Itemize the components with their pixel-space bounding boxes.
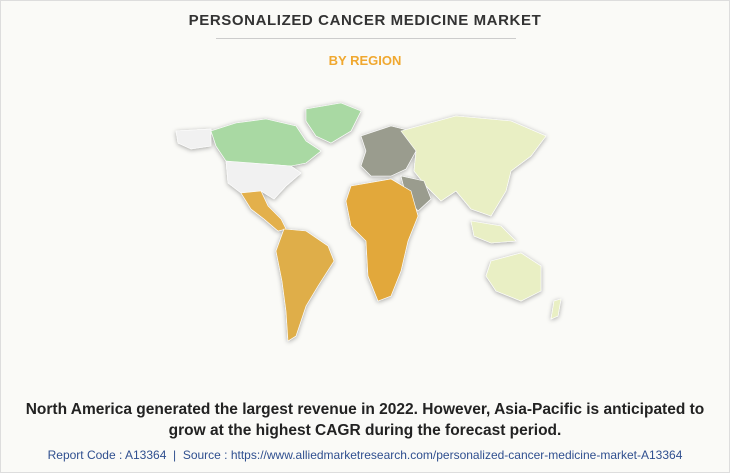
source-footer: Report Code : A13364 | Source : https://…: [47, 448, 683, 462]
mexico-central-america: [240, 190, 287, 232]
alaska: [175, 128, 212, 150]
greenland: [305, 102, 362, 144]
canada: [210, 118, 322, 167]
south-america: [275, 228, 335, 342]
new-zealand: [550, 298, 562, 320]
summary: North America generated the largest reve…: [25, 401, 705, 439]
africa: [345, 178, 419, 302]
subtitle: BY REGION: [328, 53, 402, 68]
title: PERSONALIZED CANCER MEDICINE MARKET: [188, 12, 542, 29]
australia: [485, 252, 542, 302]
usa: [225, 160, 302, 200]
world-map: [175, 102, 562, 342]
southeast-asia: [470, 220, 517, 244]
russia-asia: [400, 115, 547, 217]
title-rule: [216, 38, 516, 39]
europe: [360, 125, 417, 177]
